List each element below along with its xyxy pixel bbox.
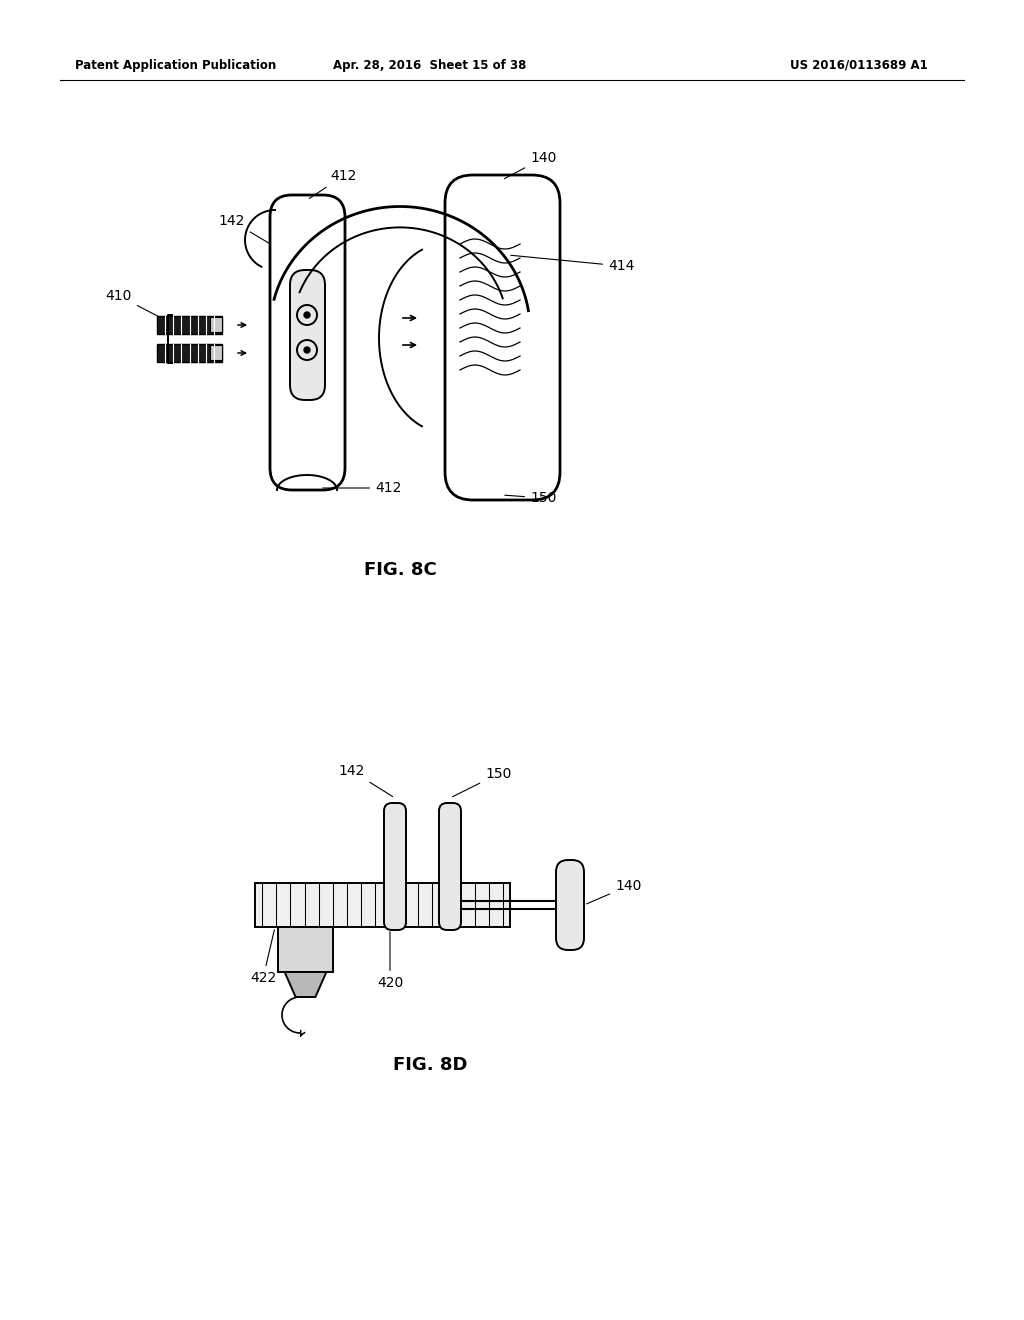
Bar <box>157 315 222 334</box>
FancyBboxPatch shape <box>384 803 406 931</box>
FancyBboxPatch shape <box>270 195 345 490</box>
FancyBboxPatch shape <box>290 271 325 400</box>
Bar <box>278 927 333 972</box>
FancyBboxPatch shape <box>439 803 461 931</box>
Circle shape <box>304 312 310 318</box>
Text: Apr. 28, 2016  Sheet 15 of 38: Apr. 28, 2016 Sheet 15 of 38 <box>334 58 526 71</box>
FancyBboxPatch shape <box>445 176 560 500</box>
Text: 140: 140 <box>505 150 556 178</box>
Text: 142: 142 <box>339 764 392 796</box>
Text: Patent Application Publication: Patent Application Publication <box>75 58 276 71</box>
Polygon shape <box>285 972 327 997</box>
Text: 412: 412 <box>309 169 356 198</box>
Text: US 2016/0113689 A1: US 2016/0113689 A1 <box>790 58 928 71</box>
Text: FIG. 8D: FIG. 8D <box>393 1056 467 1074</box>
Text: FIG. 8C: FIG. 8C <box>364 561 436 579</box>
Bar <box>157 345 222 362</box>
Bar <box>210 345 222 360</box>
FancyBboxPatch shape <box>556 861 584 950</box>
Text: 420: 420 <box>377 932 403 990</box>
Text: 140: 140 <box>587 879 641 904</box>
Text: 412: 412 <box>323 480 401 495</box>
Bar <box>255 883 510 927</box>
Text: 422: 422 <box>250 929 276 985</box>
Text: 150: 150 <box>453 767 511 797</box>
Text: 142: 142 <box>219 214 269 244</box>
Bar <box>210 317 222 333</box>
Text: 414: 414 <box>511 255 635 273</box>
Text: 410: 410 <box>105 289 172 323</box>
Text: 150: 150 <box>505 491 556 506</box>
Circle shape <box>304 347 310 352</box>
